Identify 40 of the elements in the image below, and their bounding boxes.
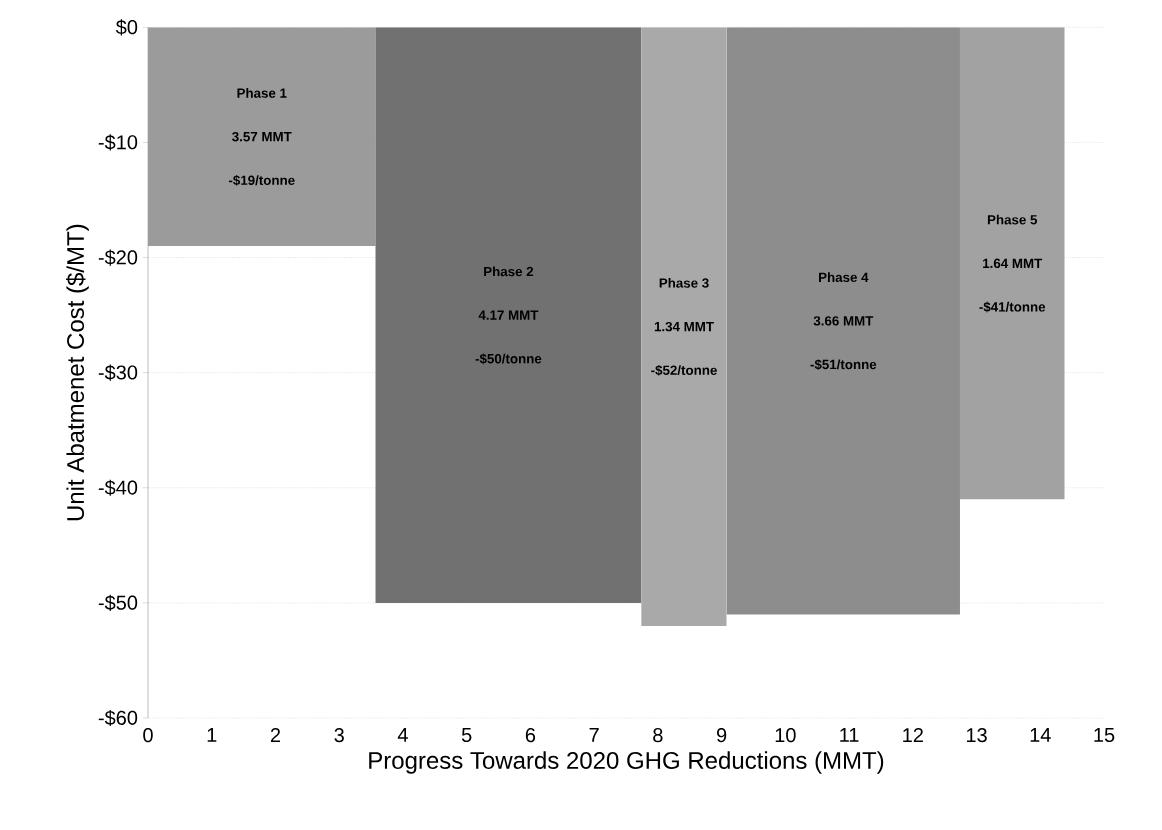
annotation: Phase 1	[237, 88, 287, 98]
annotation: Phase 5	[987, 214, 1038, 225]
annotation: 1.34 MMT	[654, 321, 714, 332]
x-tick-label: 11	[840, 728, 859, 742]
annotation: 3.57 MMT	[232, 131, 292, 142]
y-axis-title: Unit Abatmenet Cost ($/MT)	[66, 224, 89, 521]
x-tick-label: 15	[1094, 728, 1115, 742]
x-axis-title: Progress Towards 2020 GHG Reductions (MMT)	[369, 751, 884, 774]
annotation: Phase 3	[659, 277, 709, 288]
x-tick-label: 0	[143, 728, 153, 743]
x-tick-label: 9	[716, 728, 727, 743]
y-tick-label: -$40	[98, 479, 138, 496]
x-tick-label: 13	[966, 728, 987, 743]
annotation: Phase 2	[484, 266, 534, 277]
annotation: -$41/tonne	[979, 301, 1046, 313]
annotation: -$52/tonne	[651, 364, 717, 376]
x-tick-label: 1	[207, 728, 217, 742]
x-tick-label: 10	[775, 728, 796, 743]
y-tick-label: -$30	[98, 364, 138, 381]
x-tick-label: 2	[270, 728, 281, 742]
y-tick-label: -$20	[98, 249, 138, 266]
y-tick-label: -$50	[98, 594, 138, 611]
annotation: 1.64 MMT	[983, 258, 1043, 269]
annotation: 4.17 MMT	[478, 310, 539, 320]
x-tick-label: 8	[653, 728, 663, 743]
y-tick-label: -$60	[98, 709, 138, 727]
x-tick-label: 3	[334, 728, 344, 743]
y-tick-label: $0	[115, 19, 138, 36]
x-tick-label: 12	[903, 728, 923, 742]
x-tick-label: 6	[525, 728, 536, 743]
annotation: -$51/tonne	[810, 359, 877, 371]
x-tick-label: 5	[461, 728, 472, 742]
annotation: Phase 4	[819, 272, 869, 282]
y-tick-label: -$10	[98, 134, 138, 151]
annotation: -$50/tonne	[475, 353, 542, 365]
annotation: -$19/tonne	[228, 174, 295, 186]
annotation: 3.66 MMT	[813, 316, 874, 326]
x-tick-label: 14	[1030, 728, 1051, 742]
x-tick-label: 4	[397, 728, 408, 742]
x-tick-label: 7	[589, 728, 599, 742]
